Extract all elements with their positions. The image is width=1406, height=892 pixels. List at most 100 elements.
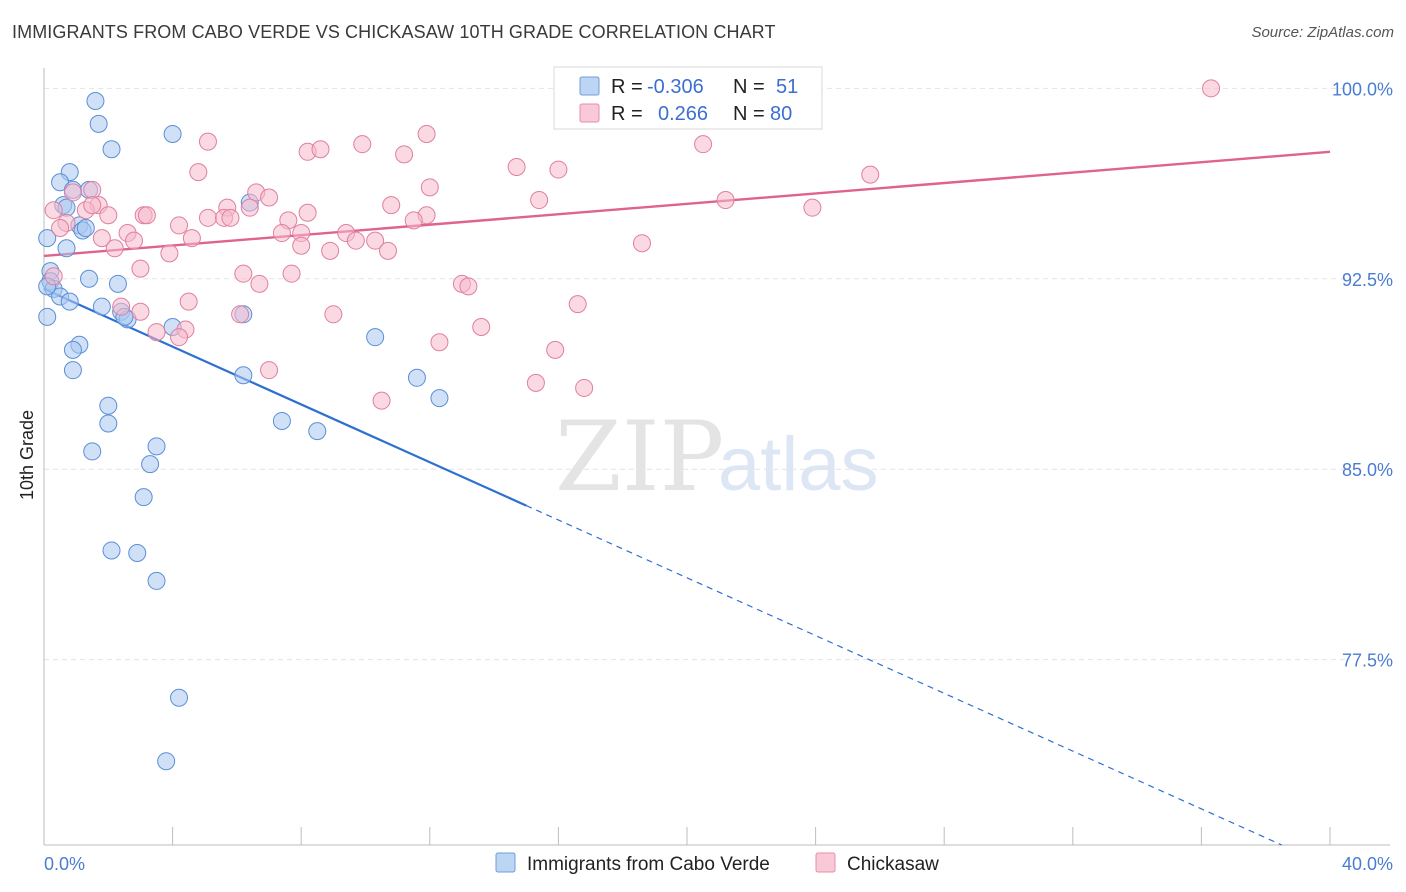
pink-point-47 xyxy=(292,236,311,255)
blue-point-45 xyxy=(147,571,166,590)
pink-point-14 xyxy=(420,178,439,197)
blue-point-32 xyxy=(234,366,253,385)
pink-point-56 xyxy=(250,274,269,293)
blue-point-39 xyxy=(147,437,166,456)
legend-n-value-pink: 80 xyxy=(770,103,792,125)
pink-point-53 xyxy=(131,259,150,278)
pink-point-54 xyxy=(234,264,253,283)
pink-point-50 xyxy=(321,241,340,260)
pink-point-15 xyxy=(83,180,102,199)
pink-point-63 xyxy=(231,305,250,324)
pink-point-55 xyxy=(282,264,301,283)
pink-point-42 xyxy=(182,229,201,248)
blue-point-31 xyxy=(63,361,82,380)
y-tick-label-3: 77.5% xyxy=(1342,651,1393,671)
pink-point-60 xyxy=(568,295,587,314)
legend-r-value-pink: 0.266 xyxy=(658,103,708,125)
pink-point-17 xyxy=(260,188,279,207)
pink-point-36 xyxy=(170,216,189,235)
blue-point-36 xyxy=(99,414,118,433)
pink-point-49 xyxy=(105,239,124,258)
pink-point-44 xyxy=(92,229,111,248)
y-tick-label-1: 92.5% xyxy=(1342,270,1393,290)
pink-point-11 xyxy=(549,160,568,179)
tick-labels: 100.0% 92.5% 85.0% 77.5% 0.0% 40.0% xyxy=(44,79,1393,874)
pink-point-13 xyxy=(189,163,208,182)
blue-point-14 xyxy=(57,239,76,258)
pink-point-6 xyxy=(353,135,372,154)
pink-point-10 xyxy=(507,158,526,177)
pink-point-9 xyxy=(395,145,414,164)
pink-point-48 xyxy=(632,234,651,253)
blue-point-47 xyxy=(157,752,176,771)
x-tick-label-1: 40.0% xyxy=(1342,854,1393,874)
blue-point-21 xyxy=(60,292,79,311)
pink-point-20 xyxy=(382,196,401,215)
y-axis-title: 10th Grade xyxy=(17,410,37,500)
blue-point-22 xyxy=(92,297,111,316)
pink-point-19 xyxy=(530,191,549,210)
pink-point-74 xyxy=(372,391,391,410)
blue-point-1 xyxy=(89,114,108,133)
pink-point-12 xyxy=(861,165,880,184)
blue-point-41 xyxy=(141,455,160,474)
source-label: Source: ZipAtlas.com xyxy=(1251,24,1394,41)
legend-n-value-blue: 51 xyxy=(776,76,798,98)
blue-point-34 xyxy=(430,389,449,408)
legend-swatch-pink xyxy=(579,103,600,123)
blue-point-3 xyxy=(102,140,121,159)
bottom-legend-swatch-blue xyxy=(495,852,516,873)
bottom-legend-label-blue: Immigrants from Cabo Verde xyxy=(527,854,770,875)
pink-point-18 xyxy=(63,183,82,202)
blue-point-43 xyxy=(102,541,121,560)
pink-point-75 xyxy=(44,267,63,286)
blue-point-42 xyxy=(134,488,153,507)
pink-point-66 xyxy=(147,323,166,342)
pink-point-79 xyxy=(137,206,156,225)
blue-point-50 xyxy=(76,218,95,237)
pink-point-78 xyxy=(83,196,102,215)
blue-point-26 xyxy=(38,307,57,326)
pink-point-0 xyxy=(1202,79,1221,98)
x-tick-label-0: 0.0% xyxy=(44,854,85,874)
pink-trend-line xyxy=(43,150,1331,258)
pink-point-21 xyxy=(716,191,735,210)
watermark: ZIP atlas xyxy=(555,401,879,513)
blue-trend-solid xyxy=(43,287,527,507)
pink-point-43 xyxy=(125,231,144,250)
pink-point-5 xyxy=(417,125,436,144)
pink-point-46 xyxy=(346,231,365,250)
legend-swatch-blue xyxy=(579,76,600,96)
pink-point-3 xyxy=(694,135,713,154)
watermark-zip: ZIP xyxy=(555,401,724,513)
pink-point-71 xyxy=(260,361,279,380)
blue-point-0 xyxy=(86,92,105,111)
pink-point-38 xyxy=(272,224,291,243)
legend-r-value-blue: -0.306 xyxy=(647,76,704,98)
pink-point-31 xyxy=(198,208,217,227)
bottom-legend-label-pink: Chickasaw xyxy=(847,854,939,875)
legend-n-label-blue: N = xyxy=(733,76,765,98)
blue-point-35 xyxy=(99,396,118,415)
blue-point-13 xyxy=(38,229,57,248)
blue-point-28 xyxy=(366,328,385,347)
pink-point-8 xyxy=(311,140,330,159)
blue-point-40 xyxy=(83,442,102,461)
blue-point-18 xyxy=(108,274,127,293)
pink-point-73 xyxy=(575,378,594,397)
blue-point-2 xyxy=(163,125,182,144)
chart-title: IMMIGRANTS FROM CABO VERDE VS CHICKASAW … xyxy=(12,22,776,42)
blue-point-44 xyxy=(128,543,147,562)
pink-point-4 xyxy=(198,132,217,151)
blue-trend-dashed xyxy=(526,505,1283,846)
legend-r-label-blue: R = xyxy=(611,76,643,98)
pink-point-24 xyxy=(240,198,259,217)
blue-point-17 xyxy=(80,269,99,288)
pink-point-77 xyxy=(221,208,240,227)
blue-point-33 xyxy=(407,368,426,387)
pink-point-45 xyxy=(366,231,385,250)
pink-point-67 xyxy=(170,328,189,347)
y-tick-label-2: 85.0% xyxy=(1342,460,1393,480)
blue-point-37 xyxy=(272,411,291,430)
